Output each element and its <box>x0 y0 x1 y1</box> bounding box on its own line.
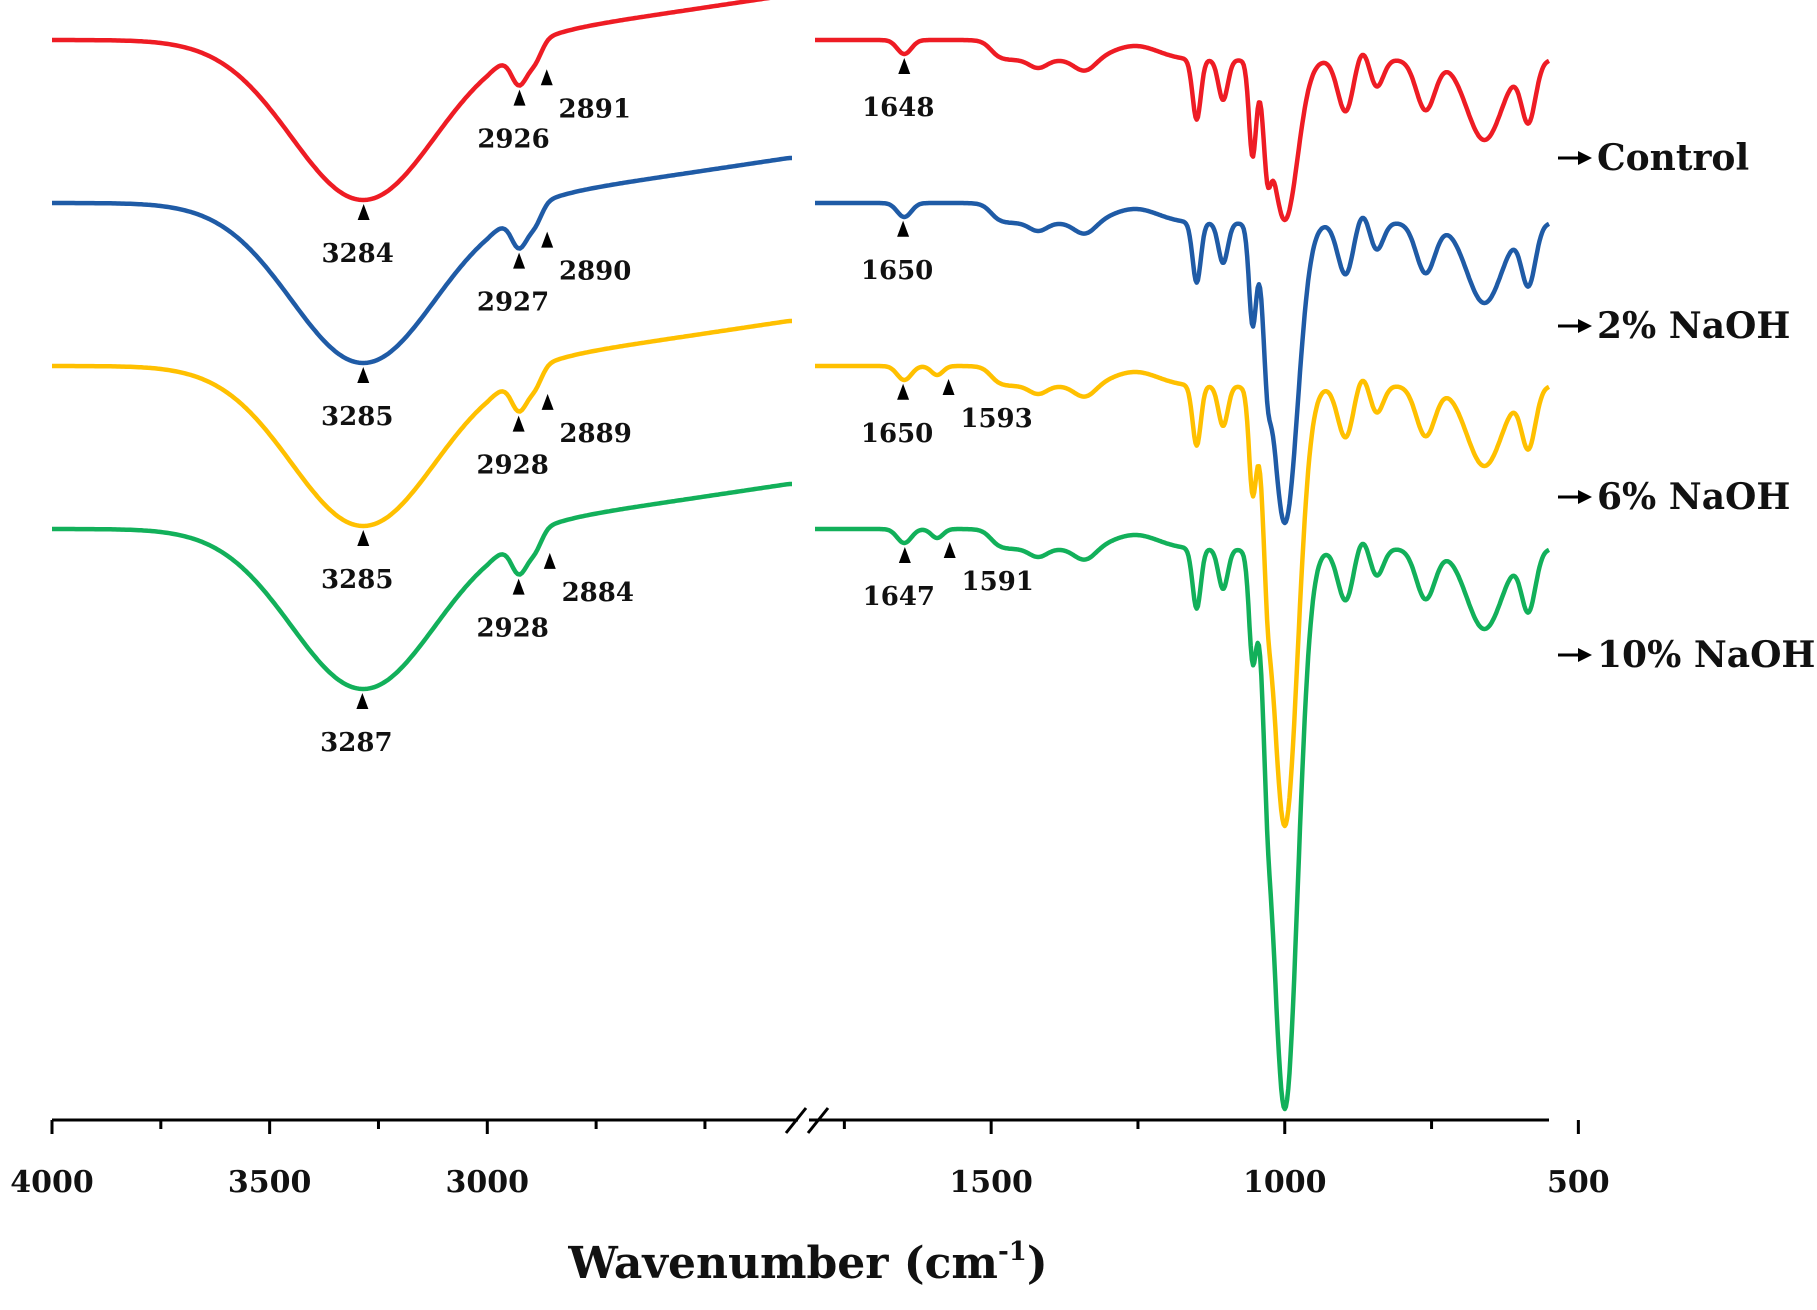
peak-label: 2889 <box>559 419 631 449</box>
peak-label: 3285 <box>321 565 393 595</box>
x-axis: 4000 3500 3000 1500 1000 500 <box>10 1107 1610 1200</box>
legend: Control 2% NaOH 6% NaOH 10% NaOH <box>1558 137 1815 676</box>
legend-label: Control <box>1597 137 1749 179</box>
peak-marker <box>357 530 370 546</box>
peak-marker <box>541 393 554 410</box>
x-tick-label: 1000 <box>1243 1165 1327 1200</box>
x-tick-label: 500 <box>1547 1165 1610 1200</box>
peak-marker <box>543 552 556 569</box>
peak-marker <box>356 692 369 709</box>
peak-label: 3285 <box>321 402 393 432</box>
spectra-series <box>51 0 1551 1112</box>
x-tick-label: 3500 <box>228 1165 312 1200</box>
peak-annotations: 3284 2926 2891 1648 3285 2927 2890 1650 3285 2928… <box>320 58 1034 758</box>
series-line-right <box>813 363 1551 829</box>
peak-label: 1650 <box>861 419 933 449</box>
peak-marker <box>540 69 553 86</box>
peak-marker <box>513 252 526 269</box>
peak-label: 2884 <box>562 578 634 608</box>
peak-label: 1593 <box>960 404 1032 434</box>
x-tick-label: 1500 <box>949 1165 1033 1200</box>
legend-label: 6% NaOH <box>1597 476 1790 518</box>
peak-label: 2891 <box>559 94 631 124</box>
legend-label: 2% NaOH <box>1597 305 1790 347</box>
peak-label: 2890 <box>559 257 631 287</box>
legend-arrow-head <box>1578 151 1592 165</box>
series-line-right <box>813 200 1551 526</box>
x-axis-title: Wavenumber (cm-1) <box>567 1237 1047 1289</box>
legend-arrow-head <box>1578 648 1592 662</box>
peak-label: 3284 <box>321 239 393 269</box>
peak-label: 1591 <box>962 567 1034 597</box>
legend-arrow-head <box>1578 490 1592 504</box>
series-line-left <box>51 481 793 692</box>
peak-marker <box>898 58 911 74</box>
peak-marker <box>513 89 526 106</box>
peak-label: 2928 <box>476 451 548 481</box>
peak-marker <box>357 367 370 383</box>
peak-marker <box>943 541 956 558</box>
peak-marker <box>942 378 955 395</box>
peak-label: 2926 <box>477 125 549 155</box>
peak-label: 1647 <box>863 582 935 612</box>
x-tick-label: 3000 <box>446 1165 530 1200</box>
peak-label: 1648 <box>862 93 934 123</box>
peak-label: 2927 <box>477 288 549 318</box>
series-line-left <box>51 155 793 366</box>
peak-label: 1650 <box>861 256 933 286</box>
peak-label: 3287 <box>320 728 392 758</box>
peak-marker <box>357 203 370 220</box>
peak-marker <box>541 231 554 248</box>
peak-marker <box>898 546 911 563</box>
x-tick-label: 4000 <box>10 1165 94 1200</box>
x-axis-title-superscript: -1 <box>998 1237 1027 1267</box>
series-line-right <box>813 526 1551 1112</box>
series-line-right <box>813 37 1551 223</box>
peak-marker <box>897 220 910 237</box>
x-axis-title-close: ) <box>1027 1238 1048 1289</box>
peak-marker <box>512 415 525 432</box>
series-line-left <box>51 318 793 529</box>
peak-marker <box>512 578 525 595</box>
series-line-left <box>51 0 771 203</box>
peak-marker <box>897 383 910 400</box>
axis-break-mark <box>784 1107 830 1134</box>
legend-arrow-head <box>1578 319 1592 333</box>
legend-label: 10% NaOH <box>1597 634 1815 676</box>
peak-label: 2928 <box>476 614 548 644</box>
